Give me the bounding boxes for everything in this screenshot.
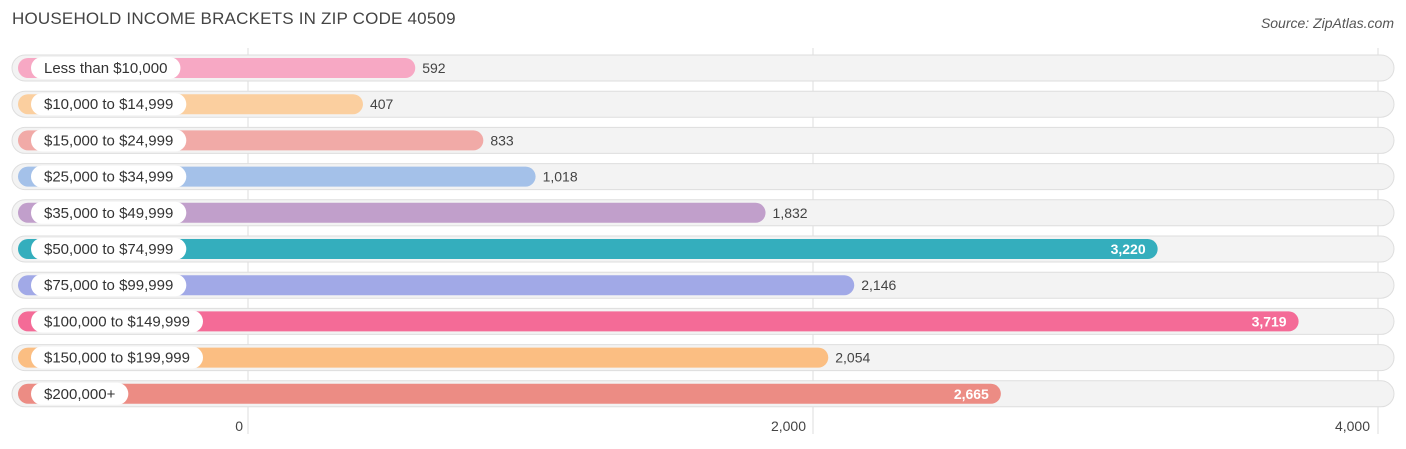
bar-row: $25,000 to $34,999 1,018 [11,163,1395,191]
value-label: 2,054 [835,350,870,366]
bar-row: $10,000 to $14,999 407 [11,90,1395,118]
x-axis-ticks: 0 2,000 4,000 [235,418,1370,434]
category-label: $100,000 to $149,999 [44,313,190,330]
value-label: 1,018 [543,169,578,185]
category-pill [31,382,129,405]
bar-row: $100,000 to $149,999 3,719 [11,307,1395,335]
bar-row: $75,000 to $99,999 2,146 [11,271,1395,299]
chart-title: HOUSEHOLD INCOME BRACKETS IN ZIP CODE 40… [12,9,456,28]
value-label: 3,719 [1252,313,1287,329]
category-label: $200,000+ [44,386,116,403]
category-label: $75,000 to $99,999 [44,277,173,294]
bar-row: $50,000 to $74,999 3,220 [11,235,1395,263]
bar [18,202,766,223]
bar [18,383,1001,404]
value-label: 3,220 [1111,241,1146,257]
x-tick-label: 4,000 [1335,418,1370,434]
value-label: 407 [370,96,394,112]
category-pill [31,129,187,152]
category-label: $10,000 to $14,999 [44,96,173,113]
bar [18,311,1299,332]
category-pill [31,57,181,79]
bar-row: $15,000 to $24,999 833 [11,126,1395,154]
category-label: $150,000 to $199,999 [44,350,190,367]
value-label: 2,665 [954,386,989,402]
x-tick-label: 0 [235,418,243,434]
category-pill [31,346,203,369]
category-pill [31,238,187,260]
category-pill [31,165,187,188]
category-pill [31,310,203,333]
category-label: $15,000 to $24,999 [44,132,173,149]
bar [18,275,855,296]
category-pill [31,274,187,297]
bar-row: Less than $10,000 592 [11,54,1395,82]
category-label: $50,000 to $74,999 [44,241,173,258]
category-label: $25,000 to $34,999 [44,169,173,186]
bar-row: $200,000+ 2,665 [11,380,1395,408]
category-pill [31,93,187,116]
bar-row: $150,000 to $199,999 2,054 [11,344,1395,372]
value-label: 2,146 [861,277,896,293]
value-label: 592 [422,60,446,76]
x-tick-label: 2,000 [771,418,806,434]
category-label: Less than $10,000 [44,60,167,77]
bar [18,239,1158,259]
chart-source: Source: ZipAtlas.com [1260,15,1394,31]
value-label: 1,832 [773,205,808,221]
bars-layer: Less than $10,000 592 $10,000 to $14,999 40… [11,54,1395,408]
value-label: 833 [490,132,514,148]
category-pill [31,201,187,224]
category-label: $35,000 to $49,999 [44,205,173,222]
bar-row: $35,000 to $49,999 1,832 [11,199,1395,227]
bar [18,347,829,368]
